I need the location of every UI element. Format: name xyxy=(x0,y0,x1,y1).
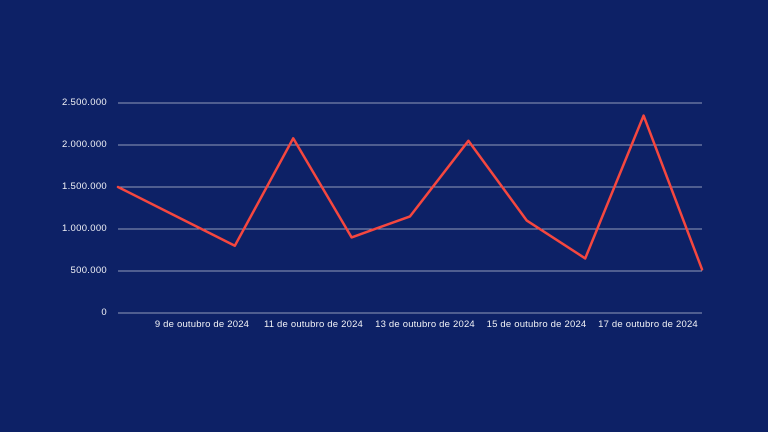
x-axis-tick-label: 11 de outubro de 2024 xyxy=(263,319,364,330)
y-axis-tick-label: 0 xyxy=(101,307,107,318)
data-series-group xyxy=(116,114,704,271)
y-axis-tick-label: 1.000.000 xyxy=(62,223,107,234)
x-axis-tick-label: 17 de outubro de 2024 xyxy=(598,319,698,330)
data-line xyxy=(116,114,704,271)
x-axis-tick-label: 9 de outubro de 2024 xyxy=(154,319,250,330)
gridline-group xyxy=(118,102,702,314)
x-axis-tick-label: 13 de outubro de 2024 xyxy=(375,319,475,330)
x-axis-tick-label: 15 de outubro de 2024 xyxy=(486,319,587,330)
y-axis-tick-label: 2.500.000 xyxy=(62,97,107,108)
y-axis-tick-label: 500.000 xyxy=(70,265,107,276)
y-axis-tick-label: 2.000.000 xyxy=(62,139,107,150)
y-axis-tick-label: 1.500.000 xyxy=(62,181,107,192)
